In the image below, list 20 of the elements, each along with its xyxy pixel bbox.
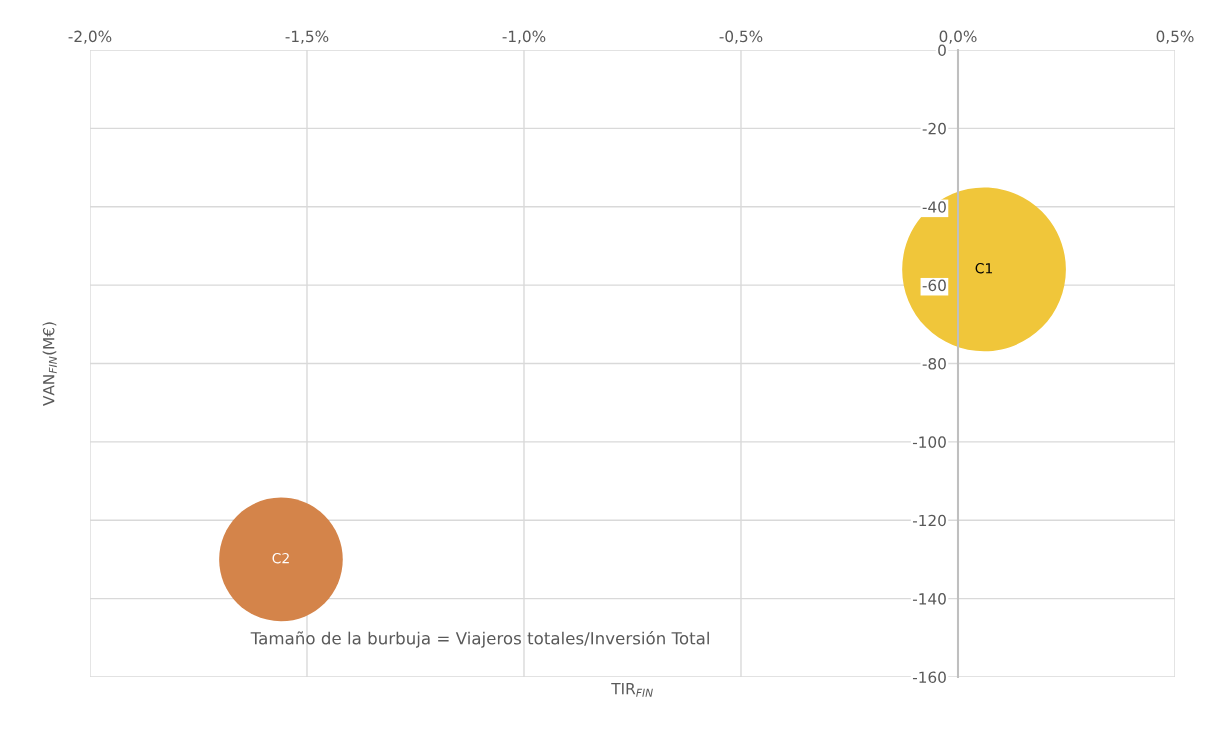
x-tick-label: -0,5% [719,30,763,44]
y-tick-label: -160 [912,671,946,684]
x-tick-label: -1,0% [502,30,546,44]
series-label: C1 [975,262,993,274]
x-tick-label: 0,5% [1156,30,1194,44]
y-axis-title: VAN$_{FIN}$(M€) [42,322,57,406]
y-tick-label: -140 [912,593,946,605]
y-tick-label: -60 [922,279,946,292]
x-tick-label: -2,0% [68,30,112,44]
y-tick-label: -40 [922,201,946,213]
y-tick-label: -120 [912,514,946,527]
x-tick-label: 0,0% [939,30,977,44]
y-tick-label: 0 [938,44,946,57]
y-tick-label: -20 [922,122,946,135]
y-tick-label: -80 [922,357,946,370]
x-axis-title: TIR$_{FIN}$ [611,683,653,697]
annotation: Tamaño de la burbuja = Viajeros totales/Inversión Total [250,630,709,648]
y-tick-label: -100 [912,436,946,448]
series-label: C2 [272,552,289,564]
x-tick-label: -1,5% [285,30,329,44]
